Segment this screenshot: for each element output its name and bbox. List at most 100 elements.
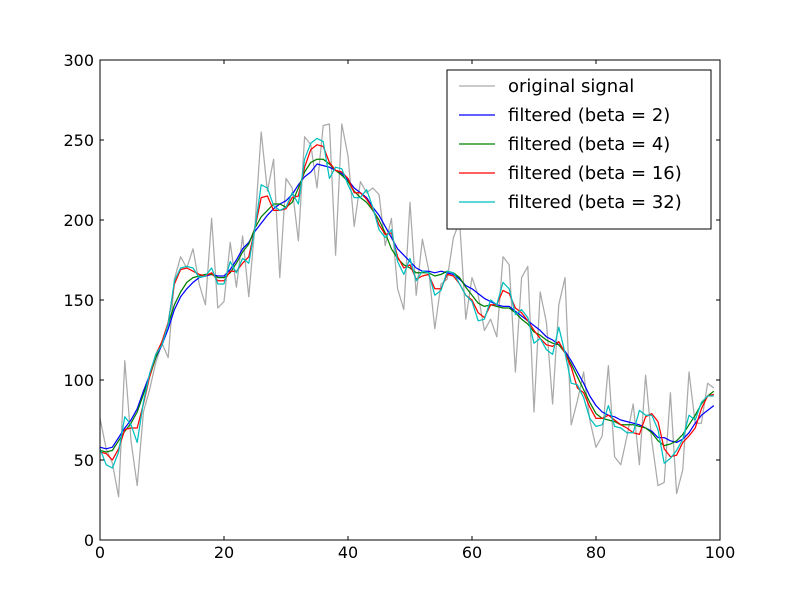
data-point xyxy=(298,240,299,241)
data-point xyxy=(236,287,237,288)
legend-entry: filtered (beta = 16) xyxy=(459,163,682,184)
data-point xyxy=(595,447,596,448)
data-point xyxy=(583,392,584,393)
data-point xyxy=(558,341,559,342)
x-tick-label: 60 xyxy=(462,543,482,562)
data-point xyxy=(403,255,404,256)
data-point xyxy=(341,175,342,176)
data-point xyxy=(285,207,286,208)
data-point xyxy=(354,197,355,198)
data-point xyxy=(552,343,553,344)
data-point xyxy=(292,202,293,203)
data-point xyxy=(633,424,634,425)
data-point xyxy=(614,456,615,457)
data-point xyxy=(527,266,528,267)
x-tick-label: 40 xyxy=(338,543,358,562)
data-point xyxy=(360,197,361,198)
data-point xyxy=(261,197,262,198)
data-point xyxy=(217,277,218,278)
data-point xyxy=(713,387,714,388)
data-point xyxy=(434,295,435,296)
data-point xyxy=(546,336,547,337)
y-tick-label: 100 xyxy=(63,371,94,390)
data-point xyxy=(502,256,503,257)
legend-label: filtered (beta = 16) xyxy=(508,163,682,184)
data-point xyxy=(211,267,212,268)
data-point xyxy=(645,415,646,416)
data-point xyxy=(285,208,286,209)
data-point xyxy=(651,413,652,414)
data-point xyxy=(341,168,342,169)
series-line xyxy=(100,137,714,469)
legend-label: filtered (beta = 2) xyxy=(508,105,670,126)
data-point xyxy=(354,187,355,188)
data-point xyxy=(323,165,324,166)
data-point xyxy=(614,421,615,422)
data-point xyxy=(354,226,355,227)
legend: original signal filtered (beta = 2) filter… xyxy=(446,69,712,230)
y-tick-label: 0 xyxy=(84,531,94,550)
data-point xyxy=(465,287,466,288)
data-point xyxy=(292,197,293,198)
data-point xyxy=(335,167,336,168)
data-point xyxy=(447,271,448,272)
data-point xyxy=(242,258,243,259)
data-point xyxy=(180,256,181,257)
data-point xyxy=(595,426,596,427)
data-point xyxy=(713,405,714,406)
data-point xyxy=(707,395,708,396)
data-point xyxy=(273,205,274,206)
y-tick-label: 150 xyxy=(63,291,94,310)
data-point xyxy=(279,210,280,211)
data-point xyxy=(701,402,702,403)
data-point xyxy=(676,455,677,456)
data-point xyxy=(124,416,125,417)
legend-entry: filtered (beta = 2) xyxy=(459,105,670,126)
data-point xyxy=(248,263,249,264)
data-point xyxy=(533,330,534,331)
data-point xyxy=(378,215,379,216)
data-point xyxy=(577,371,578,372)
x-tick-label: 0 xyxy=(95,543,105,562)
data-point xyxy=(546,344,547,345)
data-point xyxy=(664,448,665,449)
data-point xyxy=(713,394,714,395)
data-point xyxy=(490,299,491,300)
data-point xyxy=(242,263,243,264)
data-point xyxy=(459,283,460,284)
data-point xyxy=(533,343,534,344)
data-point xyxy=(130,440,131,441)
data-point xyxy=(471,295,472,296)
data-point xyxy=(639,426,640,427)
data-point xyxy=(633,403,634,404)
data-point xyxy=(676,440,677,441)
data-point xyxy=(385,237,386,238)
data-point xyxy=(589,402,590,403)
data-point xyxy=(626,424,627,425)
data-point xyxy=(682,434,683,435)
data-point xyxy=(366,202,367,203)
data-point xyxy=(620,424,621,425)
data-point xyxy=(657,437,658,438)
data-point xyxy=(360,192,361,193)
data-point xyxy=(626,421,627,422)
data-point xyxy=(106,464,107,465)
data-point xyxy=(310,171,311,172)
data-point xyxy=(688,415,689,416)
data-point xyxy=(639,464,640,465)
data-point xyxy=(124,429,125,430)
y-tick-label: 250 xyxy=(63,131,94,150)
data-point xyxy=(496,306,497,307)
data-point xyxy=(583,383,584,384)
data-point xyxy=(422,275,423,276)
data-point xyxy=(261,216,262,217)
data-point xyxy=(223,283,224,284)
data-point xyxy=(372,187,373,188)
data-point xyxy=(533,325,534,326)
data-point xyxy=(540,330,541,331)
data-point xyxy=(292,192,293,193)
data-point xyxy=(496,336,497,337)
data-point xyxy=(484,306,485,307)
data-point xyxy=(595,418,596,419)
data-point xyxy=(713,391,714,392)
